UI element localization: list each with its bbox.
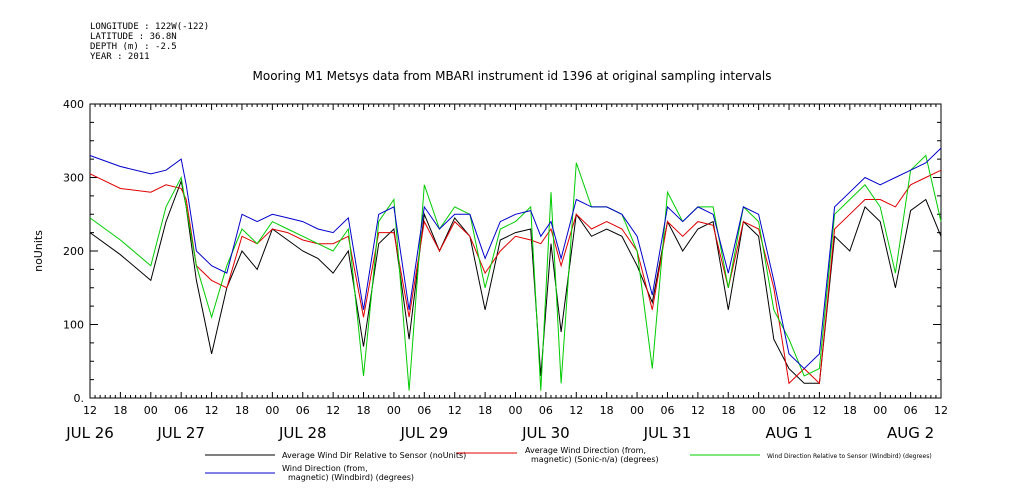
x-tick-label: 00	[630, 404, 644, 417]
series-line-3	[89, 154, 942, 391]
x-tick-label: 06	[296, 404, 310, 417]
legend-label-line: magnetic) (Sonic-n/a) (degrees)	[531, 455, 659, 464]
series-line-4	[89, 147, 942, 370]
x-tick-label: 06	[660, 404, 674, 417]
series-line-2	[89, 169, 942, 385]
x-tick-label: 18	[113, 404, 127, 417]
x-tick-label: 18	[357, 404, 371, 417]
x-tick-label: 06	[174, 404, 188, 417]
x-tick-label: 00	[144, 404, 158, 417]
legend-label-line: Wind Direction (from,	[282, 464, 368, 473]
y-tick-label: 300	[63, 172, 84, 185]
x-tick-label: 00	[752, 404, 766, 417]
legend-label-3: Wind Direction Relative to Sensor (Windb…	[767, 453, 932, 460]
x-tick-label: 12	[569, 404, 583, 417]
x-day-label: AUG 2	[887, 424, 934, 442]
x-tick-label: 12	[448, 404, 462, 417]
x-tick-label: 12	[934, 404, 948, 417]
series-group	[89, 147, 942, 391]
x-tick-label: 12	[691, 404, 705, 417]
series-line-1	[89, 179, 942, 384]
legend: Average Wind Dir Relative to Sensor (noU…	[205, 446, 932, 482]
x-tick-label: 18	[600, 404, 614, 417]
x-tick-label: 06	[904, 404, 918, 417]
axes-group: 12 18 00 06 12 18 00 06 12 18 00 06 12 18 00 06 12 18 00 06…	[63, 98, 948, 442]
x-tick-label: 00	[387, 404, 401, 417]
legend-label-2: Average Wind Direction (from, magnetic) (…	[525, 446, 659, 464]
x-day-label: JUL 31	[643, 424, 692, 442]
y-tick-label: 200	[63, 245, 84, 258]
y-axis-label: noUnits	[32, 230, 45, 272]
x-day-label: JUL 30	[521, 424, 570, 442]
legend-label-1: Average Wind Dir Relative to Sensor (noU…	[282, 451, 466, 460]
legend-label-4: Wind Direction (from, magnetic) (Windbird…	[282, 464, 414, 482]
latitude-text: LATITUDE : 36.8N	[90, 32, 177, 42]
depth-text: DEPTH (m) : -2.5	[90, 42, 177, 52]
chart-title: Mooring M1 Metsys data from MBARI instru…	[253, 69, 772, 83]
y-tick-label: 100	[63, 319, 84, 332]
x-tick-label: 12	[205, 404, 219, 417]
x-day-label: AUG 1	[765, 424, 812, 442]
year-text: YEAR : 2011	[90, 52, 150, 62]
x-tick-label: 18	[235, 404, 249, 417]
x-tick-label: 18	[721, 404, 735, 417]
x-tick-label: 18	[478, 404, 492, 417]
plot-frame	[89, 103, 942, 399]
x-day-label: JUL 29	[400, 424, 449, 442]
x-tick-label: 06	[782, 404, 796, 417]
x-tick-label: 12	[812, 404, 826, 417]
x-tick-label: 18	[843, 404, 857, 417]
x-tick-label: 00	[873, 404, 887, 417]
legend-label-line: magnetic) (Windbird) (degrees)	[288, 473, 414, 482]
x-day-label: JUL 26	[65, 424, 114, 442]
legend-label-line: Average Wind Direction (from,	[525, 446, 646, 455]
x-tick-label: 06	[417, 404, 431, 417]
x-tick-label: 12	[83, 404, 97, 417]
y-tick-label: 0.	[74, 392, 85, 405]
x-day-label: JUL 28	[278, 424, 327, 442]
metadata-block: LONGITUDE : 122W(-122) LATITUDE : 36.8N …	[90, 22, 209, 62]
x-tick-label: 06	[539, 404, 553, 417]
x-tick-label: 00	[265, 404, 279, 417]
x-tick-label: 12	[326, 404, 340, 417]
x-day-label: JUL 27	[156, 424, 205, 442]
y-tick-label: 400	[63, 98, 84, 111]
longitude-text: LONGITUDE : 122W(-122)	[90, 22, 210, 32]
x-tick-label: 00	[509, 404, 523, 417]
